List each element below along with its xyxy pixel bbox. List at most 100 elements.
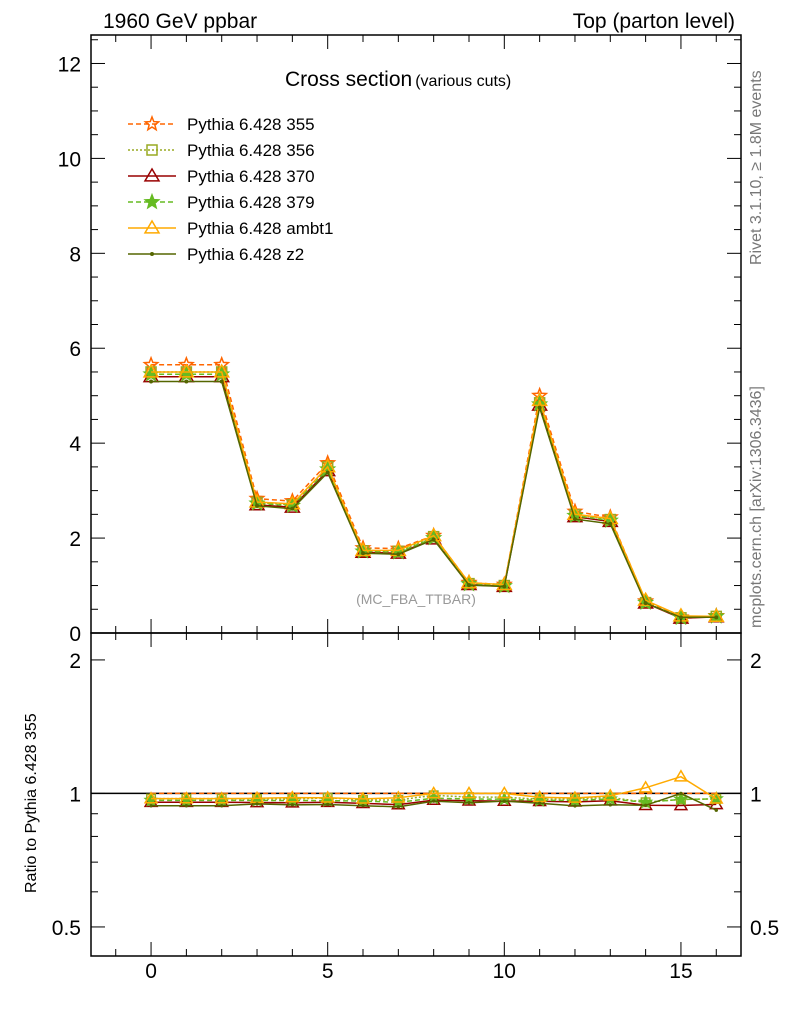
data-point — [638, 780, 653, 793]
data-point — [179, 791, 194, 804]
data-point — [431, 537, 436, 542]
data-point — [537, 405, 542, 410]
data-point — [178, 363, 195, 378]
data-point — [396, 552, 401, 557]
data-point — [466, 583, 471, 588]
y-tick-label: 4 — [69, 433, 81, 456]
data-point — [150, 252, 154, 256]
data-point — [325, 470, 330, 475]
data-point — [143, 791, 159, 804]
x-tick-label: 5 — [322, 960, 334, 983]
data-point — [707, 607, 725, 623]
data-point — [325, 802, 330, 807]
data-point — [673, 791, 689, 806]
x-tick-label: 15 — [669, 960, 692, 983]
y-tick-label: 6 — [69, 338, 81, 361]
mcplots-label: mcplots.cern.ch [arXiv:1306.3436] — [748, 386, 765, 628]
series-line — [151, 375, 717, 620]
legend-label: Pythia 6.428 z2 — [187, 245, 304, 264]
data-point — [361, 803, 365, 808]
data-point — [603, 788, 618, 801]
data-point — [709, 791, 724, 804]
legend-label: Pythia 6.428 ambt1 — [187, 219, 333, 238]
legend-item: Pythia 6.428 356 — [128, 141, 315, 160]
chart-title: Cross section (various cuts) — [285, 68, 511, 91]
ratio-y-tick-label-right: 0.5 — [750, 917, 779, 940]
data-point — [361, 551, 366, 556]
data-point — [431, 799, 436, 803]
series-line — [151, 371, 717, 619]
data-point — [714, 615, 719, 620]
legend-item: Pythia 6.428 z2 — [128, 245, 304, 264]
data-point — [497, 786, 512, 799]
ratio-y-tick-label-right: 2 — [750, 650, 762, 673]
data-point — [467, 801, 471, 805]
ratio-series-group — [143, 769, 724, 812]
data-point — [396, 805, 401, 809]
rivet-label: Rivet 3.1.10, ≥ 1.8M events — [748, 70, 765, 265]
ratio-axis-label: Ratio to Pythia 6.428 355 — [23, 713, 40, 893]
legend-label: Pythia 6.428 379 — [187, 193, 315, 212]
x-tick-label: 0 — [145, 960, 157, 983]
data-point — [285, 790, 300, 803]
data-point — [255, 802, 259, 806]
header-left: 1960 GeV ppbar — [103, 10, 257, 33]
data-point — [643, 803, 648, 807]
chart-subtitle: (various cuts) — [415, 73, 511, 90]
y-tick-label: 10 — [58, 148, 81, 171]
data-point — [678, 615, 683, 620]
data-point — [290, 506, 295, 511]
data-point — [149, 379, 154, 384]
data-point — [184, 804, 189, 808]
data-point — [290, 803, 295, 807]
x-tick-label: 10 — [493, 960, 516, 983]
data-point — [143, 114, 161, 132]
data-point — [142, 363, 160, 378]
data-point — [354, 541, 372, 557]
legend-item: Pythia 6.428 379 — [128, 192, 315, 212]
data-point — [679, 791, 683, 796]
data-point — [143, 167, 161, 182]
series-line — [151, 371, 717, 618]
legend: Pythia 6.428 355 Pythia 6.428 356 Pythia 6… — [128, 114, 333, 264]
y-tick-label: 8 — [69, 243, 81, 266]
data-point — [673, 769, 689, 782]
data-point — [502, 584, 507, 589]
legend-item: Pythia 6.428 370 — [128, 167, 315, 186]
data-point — [143, 192, 161, 210]
data-point — [572, 517, 577, 522]
legend-label: Pythia 6.428 370 — [187, 167, 315, 186]
data-point — [149, 804, 153, 808]
data-point — [461, 786, 477, 799]
data-point — [643, 601, 648, 606]
data-point — [567, 790, 583, 803]
ratio-plot-frame — [90, 632, 742, 957]
ratio-y-tick-label: 1 — [69, 783, 81, 806]
y-tick-label: 2 — [69, 528, 81, 551]
y-tick-label: 12 — [58, 53, 81, 76]
data-point — [219, 379, 224, 384]
ratio-y-tick-label-right: 1 — [750, 783, 762, 806]
y-tick-label: 0 — [69, 623, 81, 646]
series-line — [151, 373, 717, 619]
data-point — [537, 801, 542, 806]
data-point — [391, 790, 406, 803]
data-point — [143, 219, 161, 234]
chart-title-main: Cross section — [285, 68, 412, 91]
data-point — [184, 379, 189, 384]
frames — [90, 34, 742, 957]
main-series-group — [142, 355, 725, 626]
data-point — [320, 790, 335, 803]
data-point — [532, 789, 547, 803]
data-point — [426, 786, 441, 799]
legend-item: Pythia 6.428 355 — [128, 114, 315, 134]
legend-label: Pythia 6.428 355 — [187, 115, 315, 134]
data-point — [496, 576, 513, 591]
ratio-series-line — [151, 775, 717, 800]
series-line — [151, 364, 717, 619]
legend-item: Pythia 6.428 ambt1 — [128, 219, 333, 238]
data-point — [573, 804, 577, 808]
header-right: Top (parton level) — [573, 10, 735, 33]
